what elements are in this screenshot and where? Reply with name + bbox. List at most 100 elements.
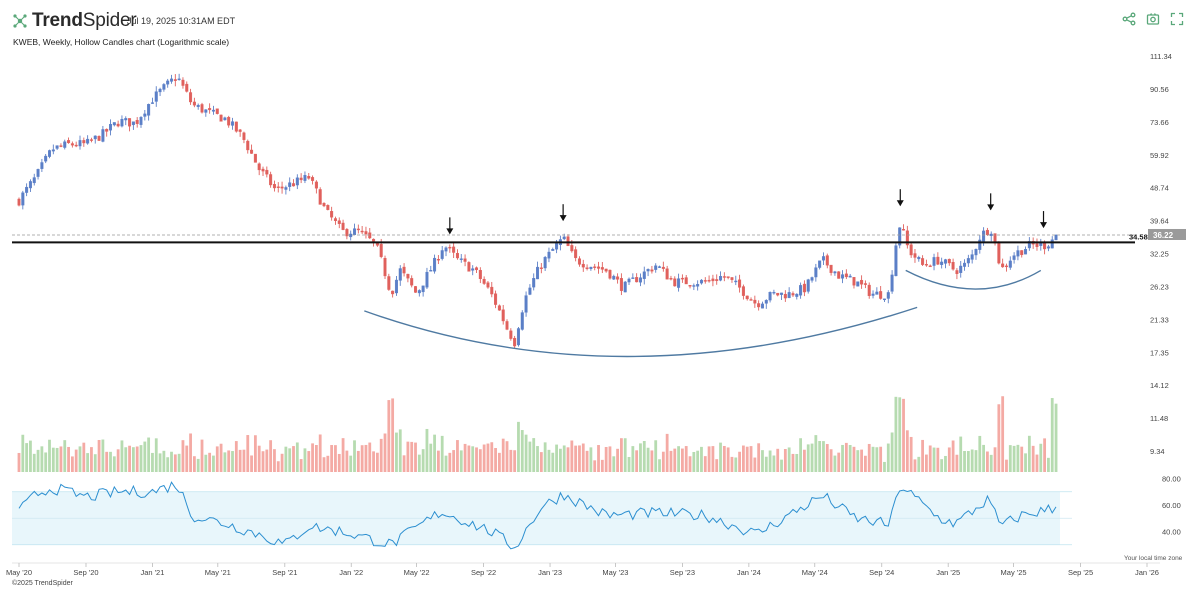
- volume-bar: [879, 446, 883, 472]
- volume-bar: [101, 439, 105, 472]
- volume-bar: [337, 453, 341, 472]
- candle-body: [528, 287, 532, 295]
- volume-bar: [604, 446, 608, 472]
- candle-body: [833, 271, 837, 274]
- volume-bar: [539, 452, 543, 472]
- candle-body: [982, 230, 986, 242]
- volume-bar: [486, 443, 490, 472]
- volume-bar: [162, 450, 166, 472]
- candle-body: [593, 266, 597, 268]
- candle-body: [909, 244, 913, 256]
- volume-bar: [398, 429, 402, 472]
- candle-body: [963, 262, 967, 267]
- volume-bar: [48, 439, 51, 472]
- volume-bar: [82, 442, 86, 472]
- candle-body: [1024, 249, 1028, 255]
- candle-body: [406, 273, 410, 279]
- volume-bar: [787, 447, 791, 472]
- candle-body: [913, 253, 917, 258]
- candle-body: [505, 321, 509, 330]
- volume-bar: [993, 447, 997, 472]
- snapshot-icon[interactable]: [1146, 12, 1160, 26]
- candle-body: [524, 295, 528, 313]
- volume-bar: [471, 446, 475, 472]
- volume-bar: [902, 398, 905, 472]
- candle-body: [101, 129, 105, 142]
- fullscreen-icon[interactable]: [1170, 12, 1184, 26]
- candle-body: [699, 279, 703, 284]
- volume-bar: [326, 455, 330, 472]
- candle-body: [703, 280, 707, 282]
- candle-body: [650, 269, 654, 272]
- candle-body: [295, 177, 299, 186]
- volume-bar: [650, 450, 654, 472]
- candle-body: [985, 229, 989, 236]
- candle-body: [250, 149, 254, 154]
- volume-bar: [951, 440, 955, 472]
- candle-body: [109, 124, 113, 131]
- volume-bar: [867, 443, 871, 472]
- candle-body: [82, 140, 86, 144]
- volume-bar: [109, 451, 112, 472]
- candle-body: [806, 279, 810, 292]
- volume-bar: [665, 433, 669, 472]
- candle-body: [943, 259, 947, 264]
- volume-bar: [490, 442, 494, 472]
- volume-bar: [974, 450, 978, 472]
- candle-body: [760, 303, 764, 309]
- rsi-line: [18, 481, 1057, 550]
- share-icon[interactable]: [1122, 12, 1136, 26]
- volume-bar: [360, 445, 364, 472]
- volume-bar: [822, 441, 825, 472]
- volume-bar: [726, 447, 730, 472]
- volume-bar: [761, 450, 764, 472]
- brand-logo[interactable]: TrendSpider: [12, 10, 137, 32]
- candle-body: [890, 274, 894, 292]
- candle-body: [314, 181, 318, 189]
- candle-body: [322, 202, 326, 207]
- volume-bar: [745, 446, 749, 472]
- volume-bar: [429, 443, 433, 472]
- volume-bar: [154, 438, 158, 472]
- candle-body: [55, 145, 59, 149]
- volume-bar: [139, 445, 143, 472]
- candle-body: [440, 250, 444, 259]
- x-tick-label: Jan '25: [936, 568, 960, 577]
- candle-body: [36, 169, 40, 177]
- volume-bar: [810, 443, 814, 472]
- candle-body: [173, 79, 177, 81]
- last-price-tag-bg: [1148, 228, 1186, 240]
- volume-bar: [269, 440, 273, 472]
- volume-bar: [166, 457, 170, 472]
- candle-body: [810, 277, 814, 281]
- volume-bar: [818, 441, 822, 472]
- volume-bar: [402, 455, 406, 472]
- volume-bar: [612, 456, 616, 472]
- candle-body: [928, 265, 932, 268]
- volume-bar: [970, 449, 974, 472]
- x-tick-label: Sep '21: [272, 568, 297, 577]
- candle-body: [486, 282, 490, 288]
- candle-body: [105, 128, 109, 132]
- candle-body: [898, 227, 902, 246]
- candle-body: [974, 249, 978, 256]
- candle-body: [536, 266, 540, 280]
- volume-bar: [700, 446, 703, 472]
- annotation-arrow-head: [987, 204, 995, 211]
- candle-body: [211, 109, 215, 112]
- candle-body: [433, 257, 437, 272]
- x-tick-label: Sep '23: [670, 568, 695, 577]
- candle-body: [124, 118, 128, 121]
- volume-bar: [593, 460, 597, 472]
- volume-bar: [322, 457, 326, 472]
- volume-bar: [738, 451, 741, 472]
- volume-bar: [986, 451, 989, 472]
- price-tick-label: 9.34: [1150, 447, 1165, 456]
- volume-bar: [871, 446, 875, 472]
- candle-body: [28, 181, 32, 189]
- candle-body: [170, 78, 174, 82]
- volume-bar: [978, 435, 982, 472]
- volume-bar: [387, 400, 391, 472]
- candle-body: [215, 108, 219, 114]
